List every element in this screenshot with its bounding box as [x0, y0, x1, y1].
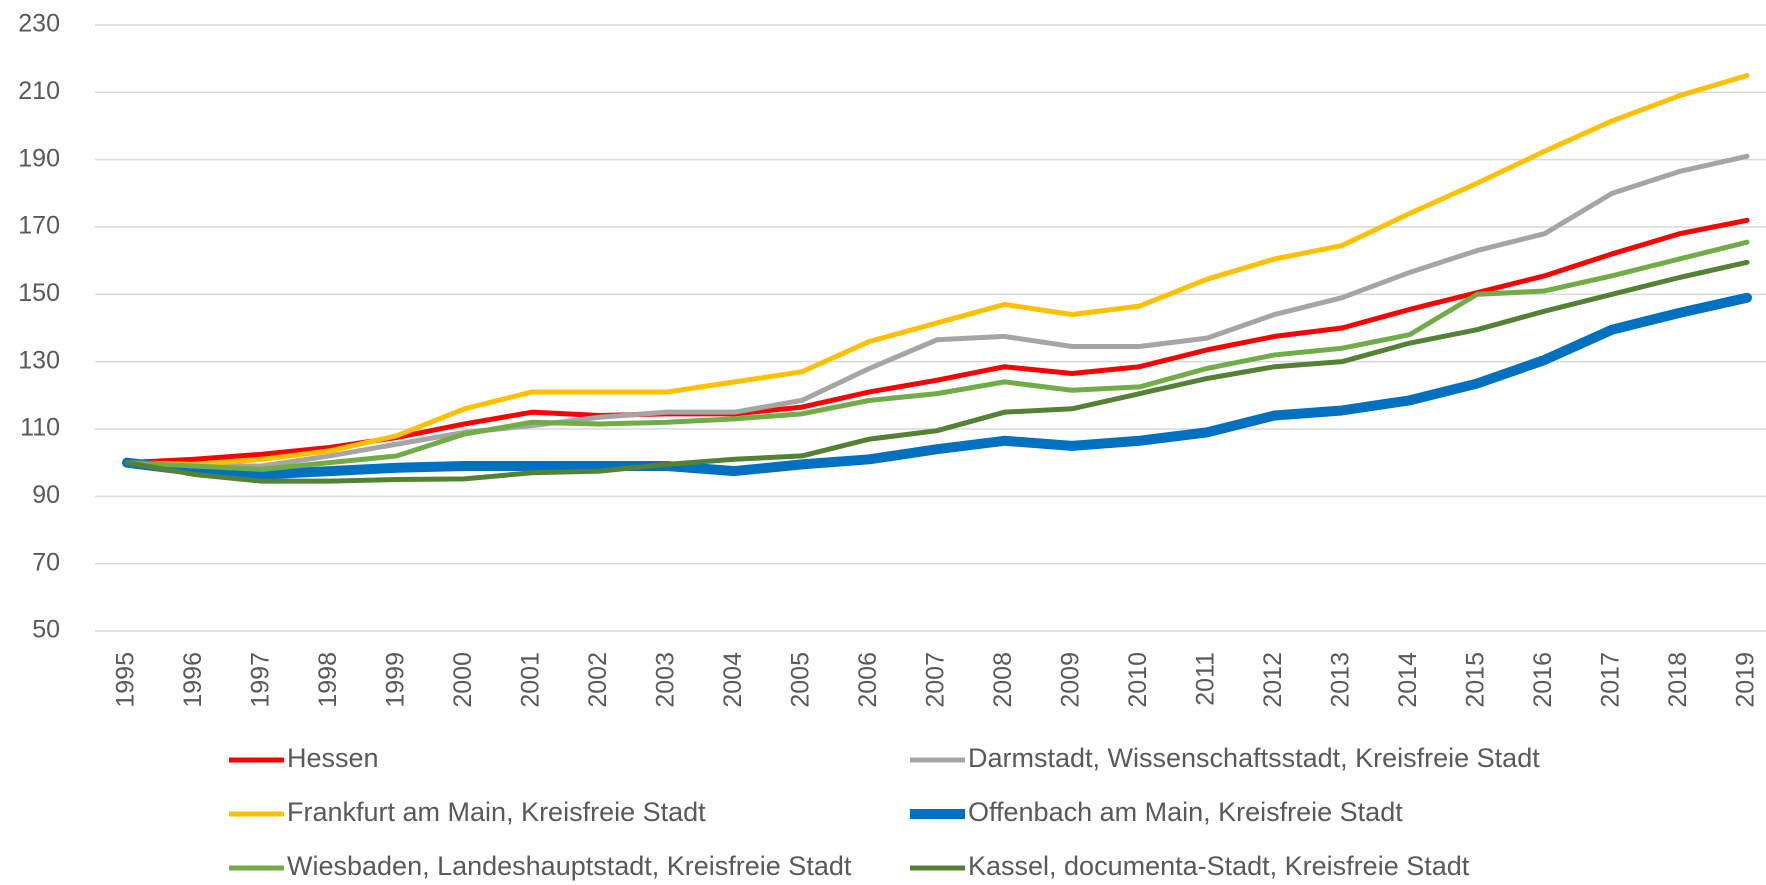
y-tick-label: 210	[18, 77, 60, 105]
x-tick-label: 1995	[112, 652, 140, 708]
y-tick-label: 150	[18, 279, 60, 307]
x-tick-label: 2012	[1259, 652, 1287, 708]
x-tick-label: 2007	[922, 652, 950, 708]
x-tick-label: 2016	[1529, 652, 1557, 708]
x-tick-label: 2005	[787, 652, 815, 708]
x-tick-label: 1998	[314, 652, 342, 708]
series-line	[124, 239, 1750, 472]
x-tick-label: 1999	[382, 652, 410, 708]
y-tick-label: 230	[18, 10, 60, 38]
x-tick-label: 2014	[1394, 652, 1422, 708]
y-tick-label: 70	[32, 548, 60, 576]
x-tick-label: 2002	[584, 652, 612, 708]
x-tick-label: 2015	[1462, 652, 1490, 708]
legend-label: Darmstadt, Wissenschaftsstadt, Kreisfrei…	[968, 743, 1540, 773]
y-tick-label: 190	[18, 144, 60, 172]
y-tick-label: 130	[18, 346, 60, 374]
x-tick-label: 2013	[1327, 652, 1355, 708]
x-tick-label: 2008	[989, 652, 1017, 708]
y-tick-label: 50	[32, 616, 60, 644]
x-tick-label: 2000	[449, 652, 477, 708]
legend-label: Hessen	[287, 743, 379, 773]
series-line	[124, 73, 1750, 467]
y-tick-label: 90	[32, 481, 60, 509]
x-tick-label: 2001	[517, 652, 545, 708]
legend-label: Kassel, documenta-Stadt, Kreisfreie Stad…	[968, 851, 1470, 881]
series-line	[124, 259, 1750, 484]
x-tick-label: 2019	[1732, 652, 1760, 708]
x-tick-label: 2009	[1057, 652, 1085, 708]
x-tick-label: 2018	[1664, 652, 1692, 708]
x-tick-label: 2006	[854, 652, 882, 708]
x-tick-label: 2010	[1124, 652, 1152, 708]
legend-label: Wiesbaden, Landeshauptstadt, Kreisfreie …	[287, 851, 852, 881]
x-tick-label: 2004	[719, 652, 747, 708]
legend-label: Frankfurt am Main, Kreisfreie Stadt	[287, 797, 706, 827]
series-line	[122, 292, 1752, 480]
x-tick-label: 2011	[1192, 652, 1220, 706]
y-tick-label: 170	[18, 212, 60, 240]
legend-label: Offenbach am Main, Kreisfreie Stadt	[968, 797, 1403, 827]
x-tick-label: 2003	[652, 652, 680, 708]
y-tick-label: 110	[20, 414, 60, 442]
x-tick-label: 2017	[1597, 652, 1625, 708]
x-tick-label: 1996	[179, 652, 207, 708]
series-line	[124, 153, 1750, 469]
x-tick-label: 1997	[247, 652, 275, 708]
